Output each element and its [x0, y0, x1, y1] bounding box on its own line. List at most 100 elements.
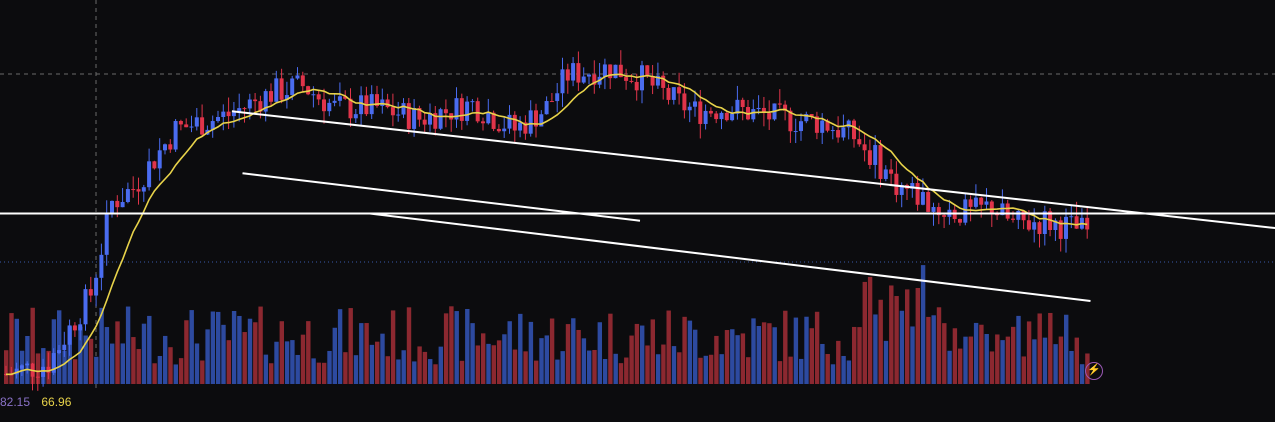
volume-bar [1058, 336, 1064, 384]
candle [284, 81, 289, 109]
candle [253, 93, 258, 115]
candle [846, 119, 851, 140]
volume-bar [973, 322, 979, 384]
candle [390, 93, 395, 127]
volume-bar [231, 310, 237, 384]
chart-grid-lines [0, 0, 1275, 390]
volume-bar [809, 328, 814, 384]
candle [279, 68, 284, 104]
volume-bar [470, 323, 475, 384]
lightning-bolt-icon[interactable]: ⚡ [1085, 362, 1103, 380]
candle [216, 110, 220, 123]
volume-bar [184, 320, 189, 384]
volume-bar [613, 353, 618, 384]
volume-bar [915, 287, 920, 384]
volume-bar [820, 343, 825, 384]
volume-bar [332, 327, 337, 384]
volume-bar [523, 351, 528, 384]
volume-bar [279, 321, 284, 384]
candle [973, 184, 978, 209]
volume-bar [406, 307, 412, 384]
volume-bar [963, 336, 968, 384]
candle [141, 184, 146, 202]
candle [470, 99, 475, 112]
volume-bar [481, 333, 486, 384]
candle [428, 103, 432, 132]
volume-bar [327, 350, 332, 384]
volume-bar [136, 349, 141, 384]
volume-bar [1005, 336, 1011, 384]
candle [67, 319, 72, 356]
candle [640, 60, 644, 104]
volume-bar [989, 351, 995, 384]
candle [565, 63, 570, 94]
candle [602, 58, 607, 90]
volume-bar [920, 265, 926, 384]
volume-bar [104, 327, 110, 384]
volume-bar [369, 344, 375, 384]
volume-bar [163, 335, 168, 384]
candle [401, 98, 406, 119]
candle [25, 361, 30, 374]
volume-bar [125, 306, 131, 384]
candle [189, 115, 194, 133]
candle [793, 118, 798, 144]
volume-bar [841, 355, 846, 384]
candle [528, 100, 533, 137]
volume-bar [740, 333, 746, 384]
candle [894, 161, 899, 203]
volume-bar [751, 318, 756, 384]
volume-bar [242, 332, 247, 384]
volume-bar [35, 353, 41, 384]
volume-bar [947, 350, 952, 384]
volume-bar [1032, 339, 1037, 384]
candle [125, 182, 130, 204]
candle [767, 100, 772, 130]
volume-bar [269, 363, 274, 384]
volume-bar [618, 363, 624, 384]
candle [194, 107, 199, 131]
volume-bar [1026, 321, 1032, 384]
candle [979, 196, 984, 218]
candle [465, 96, 470, 126]
candle [942, 214, 947, 229]
volume-bar [99, 307, 104, 384]
readout-value-a: 82.15 [0, 395, 31, 409]
volume-bar [343, 352, 348, 384]
candle [852, 118, 856, 148]
candle [51, 348, 56, 375]
volume-bar [1079, 364, 1085, 384]
candle [274, 70, 279, 103]
volume-bar [401, 350, 406, 384]
candle [693, 90, 697, 117]
volume-bar [905, 289, 910, 384]
volume-bar [687, 320, 693, 384]
volume-bar [693, 329, 698, 384]
volume-bar [889, 285, 894, 384]
volume-bar [396, 359, 401, 384]
volume-bar [459, 360, 465, 384]
volume-bar [788, 356, 793, 384]
candle [147, 148, 152, 191]
candle [655, 62, 660, 89]
candle [1037, 220, 1042, 248]
candle [661, 71, 666, 100]
volume-bar [746, 357, 751, 384]
candle [263, 88, 268, 122]
volume-bar [772, 327, 777, 384]
volume-bar [25, 335, 30, 384]
candle [380, 88, 385, 114]
volume-bar [661, 344, 666, 384]
candle [438, 107, 443, 131]
volume-bar [862, 281, 867, 384]
candle [83, 284, 88, 331]
volume-bar [1053, 344, 1058, 384]
candle [777, 89, 782, 109]
volume-bar [634, 323, 640, 384]
candle [316, 91, 321, 106]
candle [671, 87, 676, 105]
volume-bar [534, 360, 539, 384]
candle [746, 99, 750, 121]
candle [783, 100, 788, 121]
volume-bar [226, 340, 231, 384]
